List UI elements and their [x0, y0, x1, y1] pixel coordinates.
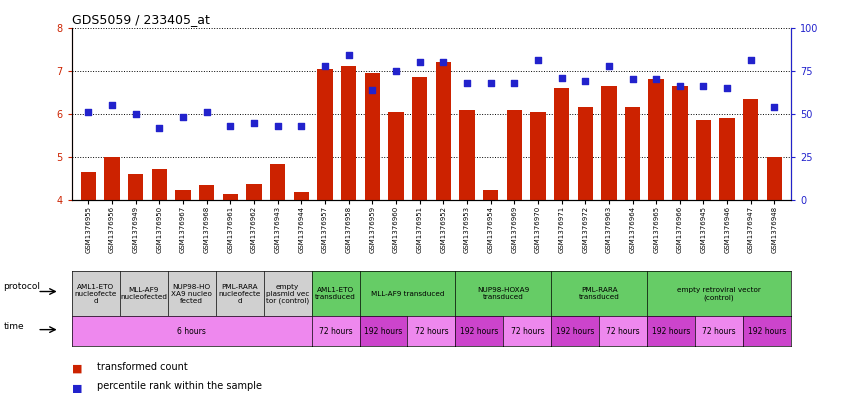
Point [342, 52, 355, 58]
Text: 72 hours: 72 hours [607, 327, 640, 336]
Bar [530, 112, 546, 200]
Bar [365, 73, 380, 200]
Text: 72 hours: 72 hours [702, 327, 736, 336]
Text: 192 hours: 192 hours [652, 327, 690, 336]
Text: NUP98-HO
XA9 nucleo
fected: NUP98-HO XA9 nucleo fected [172, 284, 212, 304]
Text: time: time [3, 322, 24, 331]
Point [484, 80, 497, 86]
Bar [175, 189, 191, 200]
Bar [317, 68, 332, 200]
Bar [341, 66, 356, 200]
Point [413, 59, 426, 65]
Point [82, 109, 96, 116]
Point [389, 68, 403, 74]
Bar [412, 77, 427, 200]
Bar [128, 174, 144, 200]
Point [318, 62, 332, 69]
Text: MLL-AF9 transduced: MLL-AF9 transduced [371, 291, 444, 297]
Bar [743, 99, 759, 200]
Text: transformed count: transformed count [97, 362, 188, 371]
Point [106, 102, 119, 108]
Text: protocol: protocol [3, 283, 41, 292]
Point [650, 76, 663, 83]
Point [744, 57, 757, 64]
Point [531, 57, 545, 64]
Bar [222, 194, 238, 200]
Point [247, 119, 261, 126]
Bar [80, 172, 96, 200]
Point [200, 109, 213, 116]
Point [152, 125, 166, 131]
Bar [270, 163, 285, 200]
Text: empty retroviral vector
(control): empty retroviral vector (control) [677, 287, 761, 301]
Point [365, 86, 379, 93]
Bar [459, 110, 475, 200]
Point [129, 111, 142, 117]
Text: PML-RARA
transduced: PML-RARA transduced [579, 287, 619, 300]
Point [508, 80, 521, 86]
Text: 6 hours: 6 hours [178, 327, 206, 336]
Point [602, 62, 616, 69]
Text: percentile rank within the sample: percentile rank within the sample [97, 381, 262, 391]
Text: empty
plasmid vec
tor (control): empty plasmid vec tor (control) [266, 283, 310, 304]
Point [294, 123, 308, 129]
Point [437, 59, 450, 65]
Point [176, 114, 190, 121]
Bar [246, 184, 261, 200]
Text: 72 hours: 72 hours [415, 327, 448, 336]
Point [271, 123, 284, 129]
Text: PML-RARA
nucleofecte
d: PML-RARA nucleofecte d [218, 284, 261, 304]
Point [673, 83, 687, 90]
Bar [649, 79, 664, 200]
Point [767, 104, 781, 110]
Text: 192 hours: 192 hours [365, 327, 403, 336]
Text: 192 hours: 192 hours [556, 327, 595, 336]
Bar [294, 192, 309, 200]
Point [721, 85, 734, 91]
Text: NUP98-HOXA9
transduced: NUP98-HOXA9 transduced [477, 287, 530, 300]
Bar [199, 185, 214, 200]
Bar [625, 107, 640, 200]
Text: AML1-ETO
transduced: AML1-ETO transduced [316, 287, 356, 300]
Text: 192 hours: 192 hours [748, 327, 786, 336]
Bar [602, 86, 617, 200]
Bar [388, 112, 404, 200]
Bar [695, 120, 711, 200]
Point [626, 76, 640, 83]
Point [460, 80, 474, 86]
Text: AML1-ETO
nucleofecte
d: AML1-ETO nucleofecte d [74, 284, 117, 304]
Bar [483, 189, 498, 200]
Bar [578, 107, 593, 200]
Point [223, 123, 237, 129]
Bar [507, 110, 522, 200]
Text: ■: ■ [72, 364, 82, 373]
Bar [672, 86, 688, 200]
Bar [719, 118, 735, 200]
Bar [436, 62, 451, 200]
Text: 192 hours: 192 hours [460, 327, 498, 336]
Text: ■: ■ [72, 383, 82, 393]
Text: 72 hours: 72 hours [319, 327, 353, 336]
Point [579, 78, 592, 84]
Bar [151, 169, 168, 200]
Text: GDS5059 / 233405_at: GDS5059 / 233405_at [72, 13, 210, 26]
Text: MLL-AF9
nucleofected: MLL-AF9 nucleofected [120, 287, 168, 300]
Bar [554, 88, 569, 200]
Text: 72 hours: 72 hours [510, 327, 544, 336]
Point [697, 83, 711, 90]
Point [555, 75, 569, 81]
Bar [766, 157, 783, 200]
Bar [104, 157, 120, 200]
